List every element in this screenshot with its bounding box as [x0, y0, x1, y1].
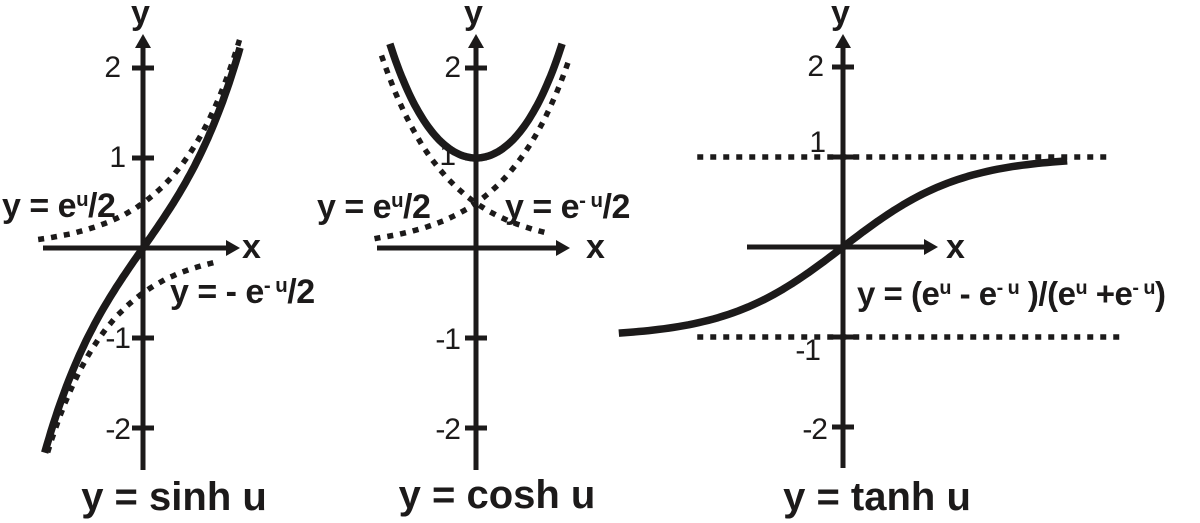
label-superscript: - u: [996, 277, 1020, 300]
tick-label-2: 2: [444, 51, 461, 84]
curve-neg-e-neg-u-over-2: [45, 257, 226, 454]
label-superscript: - u: [1132, 277, 1155, 300]
y-axis-label: y: [831, 0, 850, 32]
curve-e-u-over-2: [373, 60, 572, 242]
label-y-equals-e-u-over-2: y = eu/2: [317, 188, 431, 226]
tick-label--2: -2: [105, 413, 131, 446]
label-superscript: u: [391, 189, 404, 212]
y-axis-arrow-icon: [135, 34, 151, 48]
tick-label-2: 2: [104, 51, 121, 84]
x-axis-label: x: [586, 228, 605, 266]
tick-label--2: -2: [802, 413, 828, 446]
label-superscript: u: [1075, 277, 1088, 300]
curve-sinh: [41, 46, 244, 454]
label-superscript: - u: [263, 274, 288, 297]
tick-label--1: -1: [795, 334, 821, 367]
label-text: y = e: [2, 187, 77, 225]
y-axis-label: y: [464, 0, 483, 32]
label-text: y = - e: [170, 273, 264, 311]
y-axis-arrow-icon: [835, 34, 851, 48]
curve-tanh: [618, 157, 1068, 337]
label-superscript: u: [939, 277, 951, 300]
label-superscript: - u: [579, 189, 603, 212]
y-axis-arrow-icon: [468, 34, 484, 48]
label-text: /2: [88, 187, 116, 225]
x-axis-label: x: [946, 228, 965, 266]
tick-label-1: 1: [439, 139, 456, 172]
tick-label-1: 1: [109, 141, 126, 174]
curve-cosh: [386, 42, 566, 162]
x-axis-arrow-icon: [924, 239, 938, 255]
x-axis-arrow-icon: [226, 240, 240, 256]
x-axis-label: x: [242, 228, 261, 266]
caption-cosh: y = cosh u: [398, 473, 596, 517]
label-text: /2: [602, 188, 631, 226]
label-text: +e: [1087, 275, 1133, 312]
y-axis-label: y: [131, 0, 150, 32]
label-text: - e: [950, 275, 998, 312]
curve-e-u-over-2: [37, 38, 243, 243]
label-text: ): [1155, 275, 1166, 312]
label-superscript: u: [76, 188, 89, 211]
label-text: y = e: [317, 188, 392, 226]
tick-label--1: -1: [435, 323, 461, 356]
label-y-equals-neg-e-neg-u-over-2: y = - e- u/2: [170, 273, 315, 311]
tick-label--1: -1: [105, 322, 131, 355]
label-text: )/(e: [1019, 275, 1076, 312]
label-tanh-formula: y = (eu - e- u )/(eu +e- u): [857, 275, 1166, 312]
caption-tanh: y = tanh u: [783, 475, 971, 519]
tick-label-2: 2: [807, 50, 824, 83]
label-y-equals-e-u-over-2: y = eu/2: [2, 187, 116, 225]
label-text: /2: [403, 188, 431, 226]
tick-label--2: -2: [435, 413, 461, 446]
label-text: /2: [287, 273, 315, 311]
label-y-equals-e-neg-u-over-2: y = e- u/2: [505, 188, 631, 226]
tick-label-1: 1: [809, 126, 826, 159]
label-text: y = (e: [857, 275, 940, 312]
caption-sinh: y = sinh u: [81, 475, 267, 519]
label-text: y = e: [505, 188, 580, 226]
x-axis-arrow-icon: [556, 240, 570, 256]
